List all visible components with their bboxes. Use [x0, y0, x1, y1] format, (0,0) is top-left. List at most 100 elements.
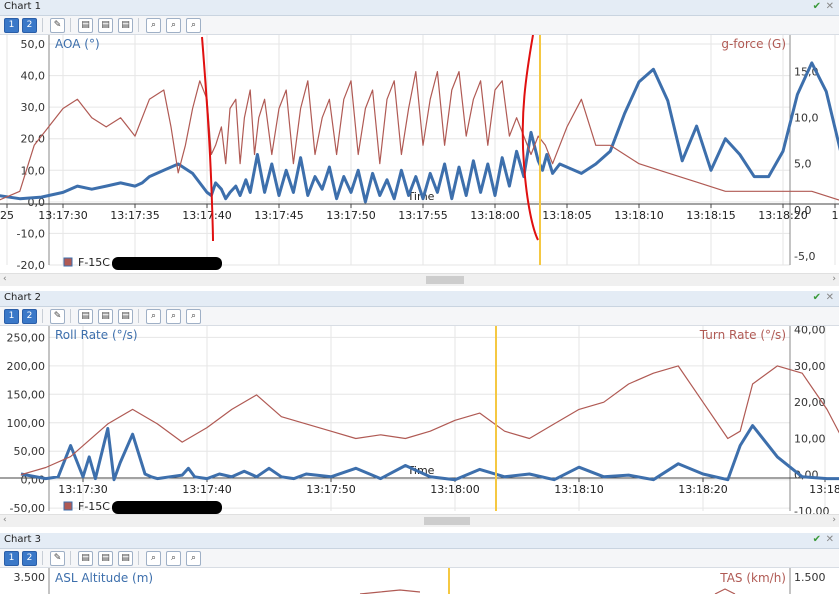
chart-icon[interactable]: ▤	[118, 309, 133, 324]
y-left-axis-label: Roll Rate (°/s)	[55, 328, 138, 342]
y-right-axis-label: Turn Rate (°/s)	[699, 328, 786, 342]
pin-icon[interactable]: ✔	[812, 1, 821, 12]
chart-icon[interactable]: ▤	[98, 309, 113, 324]
chart-icon[interactable]: ▤	[78, 551, 93, 566]
zoom-icon[interactable]: ⌕	[186, 551, 201, 566]
zoom-icon[interactable]: ⌕	[146, 309, 161, 324]
wand-icon[interactable]: ✎	[50, 309, 65, 324]
y-left-tick-label: 50,00	[14, 445, 46, 458]
chart2-title: Chart 2	[4, 292, 42, 303]
x-tick-label: 13:18	[809, 483, 839, 496]
x-tick-label: 13:18:15	[686, 209, 735, 222]
chart2-scrollbar[interactable]: ‹ ›	[0, 514, 839, 527]
y-left-tick-label: -10,0	[17, 227, 45, 240]
y-left-tick-label: 3.500	[14, 571, 46, 584]
zoom-icon[interactable]: ⌕	[166, 18, 181, 33]
y-left-tick-label: 30,0	[21, 101, 46, 114]
y-left-tick-label: -20,0	[17, 259, 45, 272]
chart2-plot-area[interactable]: 250,00 200,00 150,00 100,00 50,00 0,00 -50,00 4…	[0, 324, 839, 518]
x-tick-label: 13:17:55	[398, 209, 447, 222]
y-right-axis-label: g-force (G)	[721, 37, 786, 51]
pin-icon[interactable]: ✔	[812, 534, 821, 545]
pane-1-button[interactable]: 1	[4, 18, 19, 33]
chart2-svg[interactable]: 250,00 200,00 150,00 100,00 50,00 0,00 -50,00 4…	[0, 324, 839, 518]
zoom-icon[interactable]: ⌕	[166, 309, 181, 324]
y-left-tick-label: 200,00	[7, 360, 46, 373]
chart-icon[interactable]: ▤	[118, 551, 133, 566]
y-right-tick-label: -5,0	[794, 250, 815, 263]
close-icon[interactable]: ✕	[825, 1, 834, 12]
zoom-icon[interactable]: ⌕	[146, 551, 161, 566]
pane-1-button[interactable]: 1	[4, 309, 19, 324]
x-tick-label: 13:17:30	[38, 209, 87, 222]
y-left-tick-label: 100,00	[7, 417, 46, 430]
legend-label: F-15C	[78, 500, 110, 513]
zoom-icon[interactable]: ⌕	[186, 18, 201, 33]
zoom-icon[interactable]: ⌕	[146, 18, 161, 33]
y-right-tick-label: 40,00	[794, 326, 826, 337]
y-left-tick-label: 20,0	[21, 133, 46, 146]
y-right-tick-label: -10,00	[794, 505, 829, 514]
chart-icon[interactable]: ▤	[78, 18, 93, 33]
x-tick-label: 13:17:40	[182, 209, 231, 222]
chart3-title-bar: Chart 3 ✔ ✕	[0, 533, 839, 549]
close-icon[interactable]: ✕	[825, 534, 834, 545]
pane-2-button[interactable]: 2	[22, 309, 37, 324]
chart1-scrollbar[interactable]: ‹ ›	[0, 273, 839, 286]
y-right-tick-label: 5,0	[794, 158, 812, 171]
y-right-tick-label: 10,0	[794, 112, 819, 125]
x-tick-label: 25	[0, 209, 14, 222]
chart1-title-bar: Chart 1 ✔ ✕	[0, 0, 839, 16]
zoom-icon[interactable]: ⌕	[166, 551, 181, 566]
chart1-title: Chart 1	[4, 1, 42, 12]
legend-swatch	[63, 501, 73, 511]
x-tick-label: 13:17:45	[254, 209, 303, 222]
chart-icon[interactable]: ▤	[98, 551, 113, 566]
chart3-svg[interactable]: 3.500 1.500 ASL Altitude (m) TAS (km/h)	[0, 568, 839, 595]
y-right-tick-label: 20,00	[794, 396, 826, 409]
y-right-tick-label: 1.500	[794, 571, 826, 584]
x-tick-label: 13:18:10	[554, 483, 603, 496]
y-left-tick-label: 150,00	[7, 388, 46, 401]
series-line-right	[20, 365, 839, 476]
x-tick-label: 13:18:05	[542, 209, 591, 222]
chart3-plot-area[interactable]: 3.500 1.500 ASL Altitude (m) TAS (km/h)	[0, 568, 839, 595]
x-axis-label: Time	[407, 464, 435, 477]
x-tick-label: 1	[832, 209, 839, 222]
y-left-axis-label: ASL Altitude (m)	[55, 571, 153, 585]
y-right-tick-label: 0,0	[794, 204, 812, 217]
x-tick-label: 13:18:00	[430, 483, 479, 496]
chart3-toolbar: 1 2 ✎ ▤ ▤ ▤ ⌕ ⌕ ⌕	[0, 549, 839, 568]
annotation-curve	[521, 34, 539, 241]
pane-2-button[interactable]: 2	[22, 551, 37, 566]
y-right-tick-label: 10,00	[794, 432, 826, 445]
x-tick-label: 13:17:40	[182, 483, 231, 496]
wand-icon[interactable]: ✎	[50, 551, 65, 566]
pin-icon[interactable]: ✔	[812, 292, 821, 303]
chart-icon[interactable]: ▤	[78, 309, 93, 324]
chart-icon[interactable]: ▤	[98, 18, 113, 33]
pane-1-button[interactable]: 1	[4, 551, 19, 566]
y-right-axis-label: TAS (km/h)	[719, 571, 786, 585]
series-line-right	[359, 589, 421, 595]
series-line-left	[20, 424, 839, 482]
y-left-tick-label: 250,00	[7, 331, 46, 344]
legend-label: F-15C	[78, 256, 110, 269]
zoom-icon[interactable]: ⌕	[186, 309, 201, 324]
chart1-svg[interactable]: 50,040,030,020,010,00,0-10,0-20,015,010,…	[0, 34, 839, 273]
chart2-title-bar: Chart 2 ✔ ✕	[0, 291, 839, 307]
chart1-plot-area[interactable]: 50,0 40,0 30,0 20,0 10,0 0,0 -10,0 -20,0 15,0 10,…	[0, 34, 839, 273]
annotation-curve	[201, 36, 214, 242]
x-tick-label: 13:18:00	[470, 209, 519, 222]
x-tick-label: 13:18:20	[758, 209, 807, 222]
pane-2-button[interactable]: 2	[22, 18, 37, 33]
chart2-toolbar: 1 2 ✎ ▤ ▤ ▤ ⌕ ⌕ ⌕	[0, 307, 839, 326]
chart-icon[interactable]: ▤	[118, 18, 133, 33]
wand-icon[interactable]: ✎	[50, 18, 65, 33]
series-line-left	[0, 61, 839, 204]
y-left-tick-label: -50,00	[10, 502, 45, 514]
chart3-title: Chart 3	[4, 534, 42, 545]
close-icon[interactable]: ✕	[825, 292, 834, 303]
chart1-toolbar: 1 2 ✎ ▤ ▤ ▤ ⌕ ⌕ ⌕	[0, 16, 839, 35]
x-tick-label: 13:18:20	[678, 483, 727, 496]
